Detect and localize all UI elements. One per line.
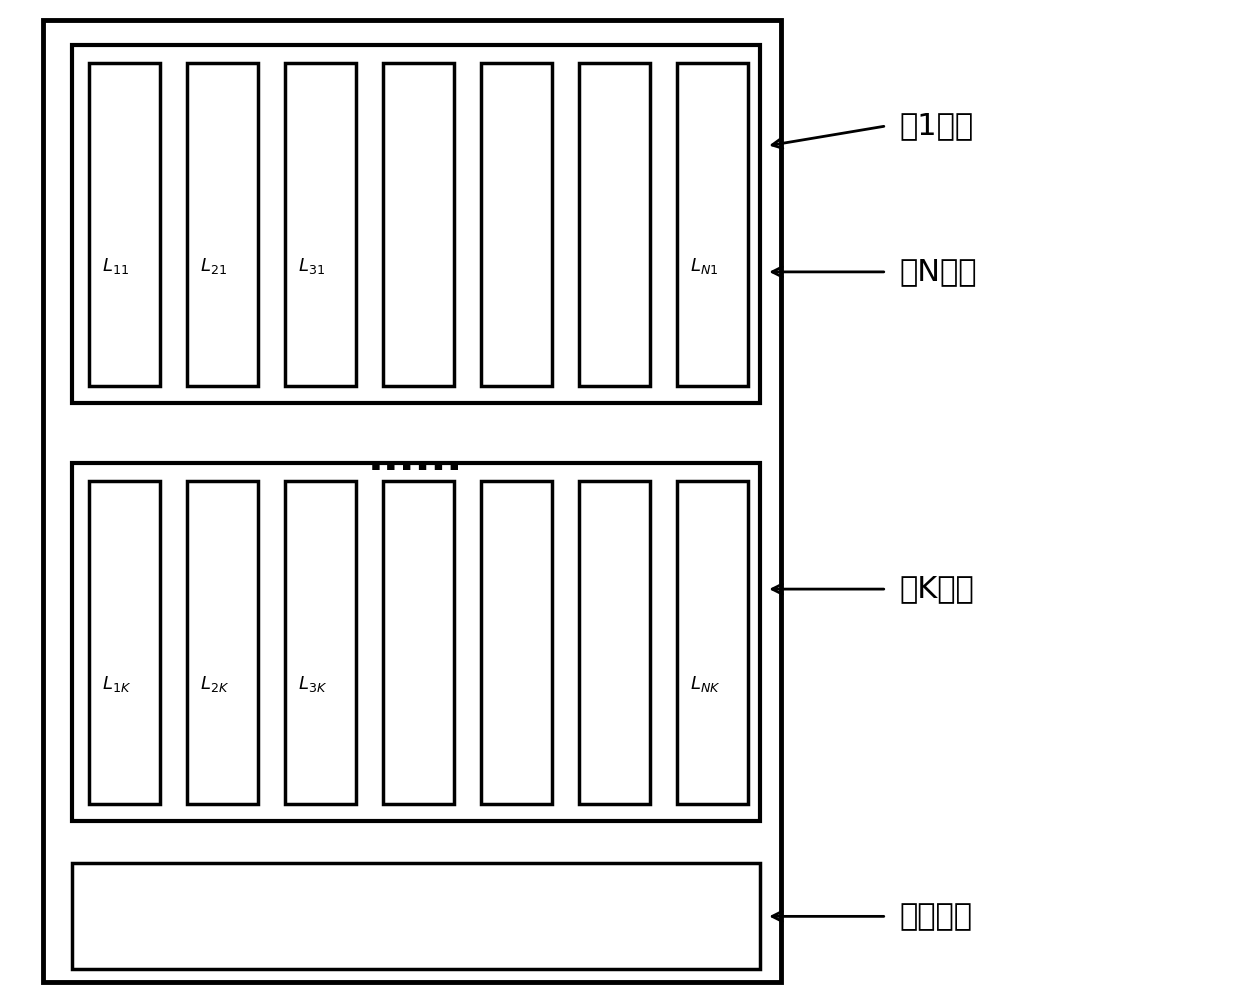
- Bar: [72, 45, 760, 403]
- Bar: [72, 863, 760, 969]
- Text: $L_{NK}$: $L_{NK}$: [689, 675, 720, 695]
- Bar: [285, 481, 356, 804]
- Bar: [677, 481, 748, 804]
- Text: $L_{N1}$: $L_{N1}$: [689, 257, 718, 277]
- Bar: [187, 63, 258, 386]
- Bar: [187, 481, 258, 804]
- Text: $L_{2K}$: $L_{2K}$: [200, 675, 229, 695]
- Text: ......: ......: [368, 437, 463, 479]
- Text: 第N列组: 第N列组: [899, 258, 977, 286]
- Text: $L_{11}$: $L_{11}$: [102, 257, 129, 277]
- Text: $L_{31}$: $L_{31}$: [298, 257, 325, 277]
- Bar: [89, 63, 160, 386]
- Text: 第二部分: 第二部分: [899, 902, 972, 930]
- Bar: [72, 463, 760, 821]
- Bar: [383, 63, 454, 386]
- Bar: [481, 63, 552, 386]
- Bar: [481, 481, 552, 804]
- Text: 第1行组: 第1行组: [899, 112, 973, 140]
- Text: $L_{3K}$: $L_{3K}$: [298, 675, 327, 695]
- Bar: [579, 63, 650, 386]
- Bar: [383, 481, 454, 804]
- Bar: [677, 63, 748, 386]
- Bar: [43, 20, 781, 982]
- Bar: [89, 481, 160, 804]
- Bar: [579, 481, 650, 804]
- Text: $L_{21}$: $L_{21}$: [200, 257, 227, 277]
- Text: $L_{1K}$: $L_{1K}$: [102, 675, 131, 695]
- Text: 第K行组: 第K行组: [899, 575, 973, 603]
- Bar: [285, 63, 356, 386]
